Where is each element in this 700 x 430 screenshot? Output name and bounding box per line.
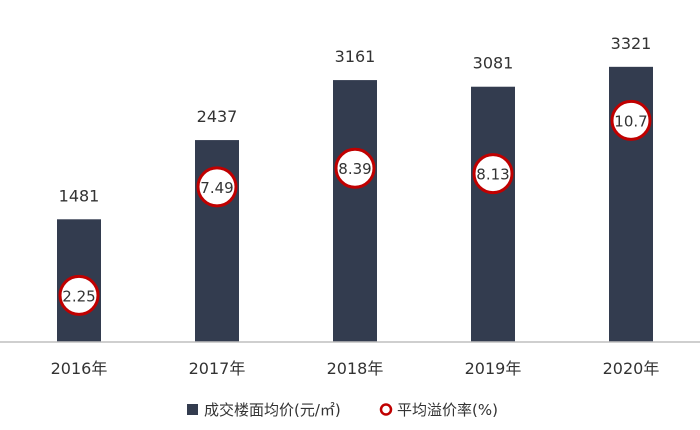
legend-swatch-rate bbox=[379, 403, 393, 416]
bar-value-label: 1481 bbox=[59, 186, 100, 205]
bar-value-label: 2437 bbox=[197, 107, 238, 126]
rate-marker-2016年 bbox=[58, 274, 100, 316]
bar-value-labels: 1481 2437 3161 3081 3321 bbox=[59, 34, 652, 205]
rate-marker-2017年 bbox=[196, 166, 238, 208]
bar-series bbox=[57, 66, 653, 343]
rate-marker-2018年 bbox=[334, 147, 376, 189]
x-tick-label: 2016年 bbox=[51, 359, 108, 378]
rate-value-label: 8.39 bbox=[338, 160, 371, 178]
x-tick-label: 2017年 bbox=[189, 359, 246, 378]
bar-value-label: 3321 bbox=[611, 34, 652, 53]
legend-label-rate: 平均溢价率(%) bbox=[397, 401, 498, 419]
rate-value-label: 10.7 bbox=[614, 112, 647, 130]
x-tick-label: 2019年 bbox=[465, 359, 522, 378]
rate-value-label: 2.25 bbox=[62, 287, 95, 305]
rate-value-label: 7.49 bbox=[200, 179, 233, 197]
rate-value-label: 8.13 bbox=[476, 166, 509, 184]
x-axis-tick-labels: 2016年 2017年 2018年 2019年 2020年 bbox=[51, 359, 660, 378]
bar-value-label: 3081 bbox=[473, 54, 514, 73]
rate-marker-2020年 bbox=[610, 99, 652, 141]
bar-value-label: 3161 bbox=[335, 47, 376, 66]
legend: 成交楼面均价(元/㎡) 平均溢价率(%) bbox=[187, 401, 498, 419]
legend-label-bar: 成交楼面均价(元/㎡) bbox=[204, 401, 341, 419]
x-tick-label: 2018年 bbox=[327, 359, 384, 378]
x-tick-label: 2020年 bbox=[603, 359, 660, 378]
legend-swatch-bar bbox=[187, 404, 198, 415]
bar-2018年 bbox=[333, 80, 377, 343]
rate-series: 2.25 7.49 8.39 8.13 10.7 bbox=[58, 99, 652, 316]
bar-2019年 bbox=[471, 86, 515, 343]
rate-marker-2019年 bbox=[472, 153, 514, 195]
